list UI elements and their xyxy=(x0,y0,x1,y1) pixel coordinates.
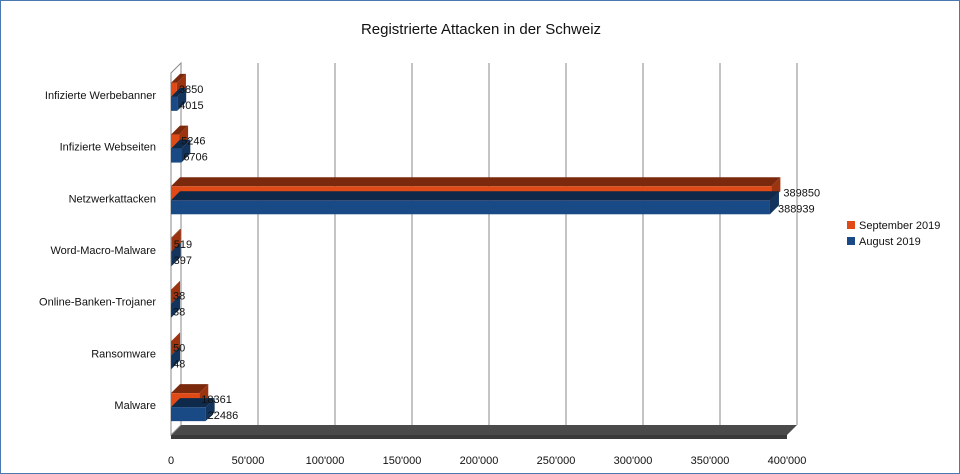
x-tick-label: 350'000 xyxy=(691,455,730,467)
bar-side-face xyxy=(171,294,181,318)
chart-title: Registrierte Attacken in der Schweiz xyxy=(361,21,601,38)
bar-side-face xyxy=(171,243,181,266)
category-label: Netzwerkattacken xyxy=(69,193,156,205)
bar-august-2019 xyxy=(171,398,215,422)
bar-top-face xyxy=(171,87,187,97)
bar-front-face xyxy=(171,407,206,422)
x-tick-labels: 0 50'000 100'000 150'000 200'000 250'000 300'0… xyxy=(168,455,806,467)
bars xyxy=(171,73,781,422)
data-label: 18361 xyxy=(201,394,232,406)
bar-september-2019 xyxy=(171,280,181,304)
category-label: Malware xyxy=(114,400,156,412)
x-tick-label: 200'000 xyxy=(460,455,499,467)
data-label: 519 xyxy=(174,239,192,251)
bar-front-face xyxy=(171,148,182,163)
bar-side-face xyxy=(171,332,181,356)
data-label: 5246 xyxy=(181,136,205,148)
x-tick-label: 50'000 xyxy=(232,455,265,467)
gridlines xyxy=(180,63,798,425)
legend: September 2019 August 2019 xyxy=(847,220,940,248)
data-label: 48 xyxy=(173,358,185,370)
bar-august-2019 xyxy=(171,87,187,111)
bar-side-face xyxy=(181,139,191,163)
bar-side-face xyxy=(177,87,187,111)
bar-front-face xyxy=(171,82,177,97)
category-label: Infizierte Werbebanner xyxy=(45,90,156,102)
bar-side-face xyxy=(171,346,181,370)
bar-front-face xyxy=(171,238,172,252)
bar-top-face xyxy=(171,398,215,408)
bar-front-face xyxy=(171,96,178,111)
x-tick-label: 300'000 xyxy=(614,455,653,467)
bar-august-2019 xyxy=(171,294,181,318)
category-label: Infizierte Webseiten xyxy=(60,142,156,154)
category-label: Online-Banken-Trojaner xyxy=(39,297,156,309)
data-label: 38 xyxy=(173,307,185,319)
bar-side-face xyxy=(769,191,779,215)
bar-top-face xyxy=(171,280,181,290)
data-label: 38 xyxy=(173,291,185,303)
bar-top-face xyxy=(171,191,779,201)
data-label: 389850 xyxy=(783,187,820,199)
legend-label: August 2019 xyxy=(859,236,921,248)
bar-top-face xyxy=(171,125,189,135)
chart-walls xyxy=(170,61,797,439)
bar-front-face xyxy=(171,200,770,215)
data-label: 397 xyxy=(174,255,192,267)
data-label: 22486 xyxy=(208,410,239,422)
bar-side-face xyxy=(171,229,181,252)
x-tick-label: 250'000 xyxy=(537,455,576,467)
legend-swatch xyxy=(847,237,855,245)
bar-front-face xyxy=(171,252,172,266)
bar-august-2019 xyxy=(171,346,181,370)
bar-august-2019 xyxy=(171,191,779,215)
bar-top-face xyxy=(171,384,209,394)
category-label: Ransomware xyxy=(91,348,156,360)
bar-top-face xyxy=(171,229,181,238)
bar-august-2019 xyxy=(171,139,191,163)
bar-august-2019 xyxy=(171,243,181,266)
bar-top-face xyxy=(171,139,191,149)
bar-september-2019 xyxy=(171,229,181,252)
x-tick-label: 150'000 xyxy=(383,455,422,467)
x-tick-label: 400'000 xyxy=(768,455,807,467)
data-label: 388939 xyxy=(778,203,815,215)
bar-side-face xyxy=(205,398,215,422)
bar-top-face xyxy=(171,243,181,252)
chart-floor-edge xyxy=(171,435,787,439)
bar-top-face xyxy=(171,73,186,83)
x-tick-label: 0 xyxy=(168,455,174,467)
data-label: 3850 xyxy=(179,84,203,96)
bar-top-face xyxy=(171,332,181,342)
legend-label: September 2019 xyxy=(859,220,940,232)
bar-top-face xyxy=(171,177,781,187)
bar-top-face xyxy=(171,346,181,356)
chart-floor xyxy=(171,425,797,435)
category-labels: Infizierte Werbebanner Infizierte Webseit… xyxy=(39,90,156,412)
data-labels: 3850401552466706389850388939519397383850… xyxy=(173,84,820,422)
data-label: 6706 xyxy=(183,152,207,164)
legend-swatch xyxy=(847,221,855,229)
bar-front-face xyxy=(171,134,180,149)
data-label: 4015 xyxy=(179,100,203,112)
bar-side-face xyxy=(171,280,181,304)
bar-top-face xyxy=(171,294,181,304)
bar-september-2019 xyxy=(171,332,181,356)
data-label: 50 xyxy=(173,342,185,354)
category-label: Word-Macro-Malware xyxy=(50,245,156,257)
x-tick-label: 100'000 xyxy=(306,455,345,467)
